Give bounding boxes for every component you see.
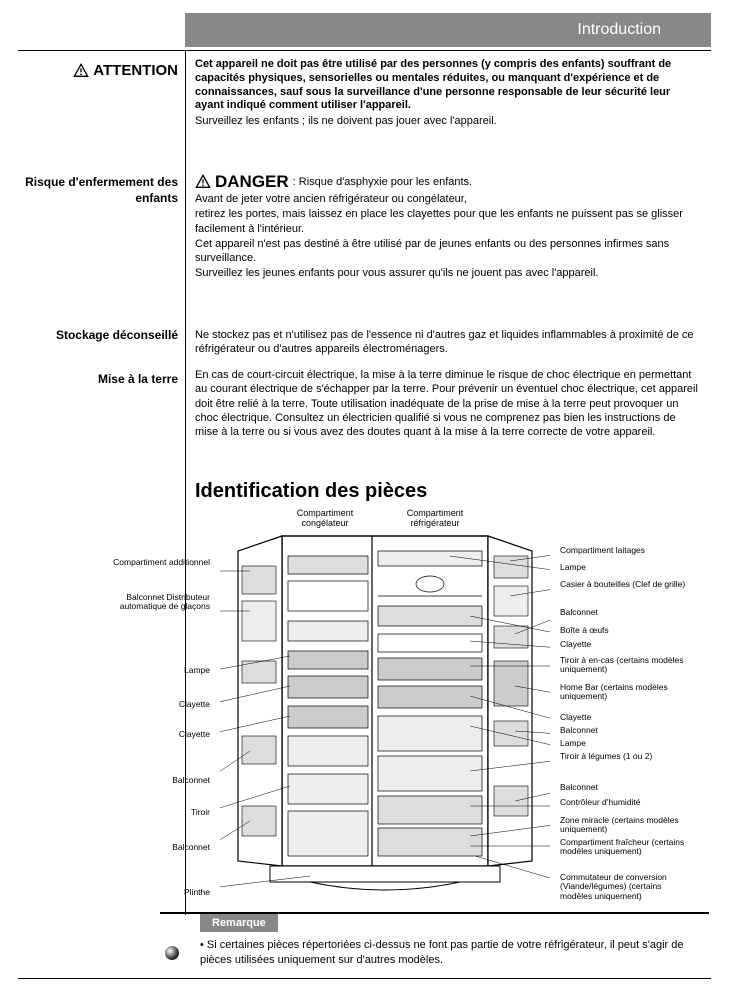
diagram-left-label-3: Clayette [80,700,210,709]
diagram-left-label-5: Balconnet [80,776,210,785]
diagram-right-label-1: Lampe [560,563,690,572]
warning-icon [73,63,89,79]
fridge-diagram [220,526,550,896]
attention-plain: Surveillez les enfants ; ils ne doivent … [195,115,699,129]
mise-label: Mise à la terre [18,372,178,386]
danger-rest: : Risque d'asphyxie pour les enfants. [293,176,472,188]
diagram-area: Compartiment congélateur Compartiment ré… [80,508,690,908]
bottom-rule [18,978,711,979]
stockage-p: Ne stockez pas et n'utilisez pas de l'es… [195,328,699,357]
diagram-right-label-13: Contrôleur d'humidité [560,798,690,807]
mise-text: En cas de court-circuit électrique, la m… [195,368,699,439]
attention-word: ATTENTION [93,62,178,79]
diagram-left-label-8: Plinthe [80,888,210,897]
diagram-left-label-0: Compartiment additionnel [80,558,210,567]
remarque-tab: Remarque [200,914,278,932]
risque-label: Risque d'enfermement des enfants [18,175,178,206]
top-rule [18,50,711,51]
risque-line-0: Avant de jeter votre ancien réfrigérateu… [195,192,699,206]
diagram-right-label-7: Home Bar (certains modèles uniquement) [560,683,690,702]
header-title: Introduction [577,21,661,39]
diagram-left-label-1: Balconnet Distributeur automatique de gl… [80,593,210,612]
diagram-right-label-0: Compartiment laitages [560,546,690,555]
risque-line-3: Surveillez les jeunes enfants pour vous … [195,266,699,280]
header-bar: Introduction [185,13,711,47]
diagram-left-label-7: Balconnet [80,843,210,852]
diagram-right-label-9: Balconnet [560,726,690,735]
diagram-right-label-8: Clayette [560,713,690,722]
diagram-left-label-2: Lampe [80,666,210,675]
diagram-right-label-6: Tiroir à en-cas (certains modèles unique… [560,656,690,675]
attention-label: ATTENTION [18,62,178,79]
attention-text: Cet appareil ne doit pas être utilisé pa… [195,58,699,131]
diagram-right-label-2: Casier à bouteilles (Clef de grille) [560,580,690,589]
danger-word: DANGER [215,172,289,192]
top-label-fridge: Compartiment réfrigérateur [390,508,480,528]
diagram-right-label-10: Lampe [560,739,690,748]
diagram-right-label-3: Balconnet [560,608,690,617]
attention-bold: Cet appareil ne doit pas être utilisé pa… [195,58,699,113]
risque-text: DANGER : Risque d'asphyxie pour les enfa… [195,172,699,282]
remarque-box: Remarque • Si certaines pièces répertori… [160,912,709,973]
diagram-right-label-4: Boîte à œufs [560,626,690,635]
risque-line-2: Cet appareil n'est pas destiné à être ut… [195,237,699,266]
stockage-text: Ne stockez pas et n'utilisez pas de l'es… [195,328,699,357]
diagram-right-label-12: Balconnet [560,783,690,792]
mise-p: En cas de court-circuit électrique, la m… [195,368,699,439]
diagram-right-label-15: Compartiment fraîcheur (certains modèles… [560,838,690,857]
diagram-right-label-16: Commutateur de conversion (Viande/légume… [560,873,690,901]
diagram-right-label-14: Zone miracle (certains modèles uniquemen… [560,816,690,835]
top-label-freezer: Compartiment congélateur [280,508,370,528]
warning-icon [195,174,211,190]
diagram-right-label-5: Clayette [560,640,690,649]
danger-line: DANGER : Risque d'asphyxie pour les enfa… [195,172,699,192]
diagram-left-label-6: Tiroir [80,808,210,817]
diagram-left-label-4: Clayette [80,730,210,739]
stockage-label: Stockage déconseillé [18,328,178,344]
identification-title: Identification des pièces [195,480,427,503]
diagram-right-label-11: Tiroir à légumes (1 ou 2) [560,752,690,761]
risque-line-1: retirez les portes, mais laissez en plac… [195,207,699,236]
